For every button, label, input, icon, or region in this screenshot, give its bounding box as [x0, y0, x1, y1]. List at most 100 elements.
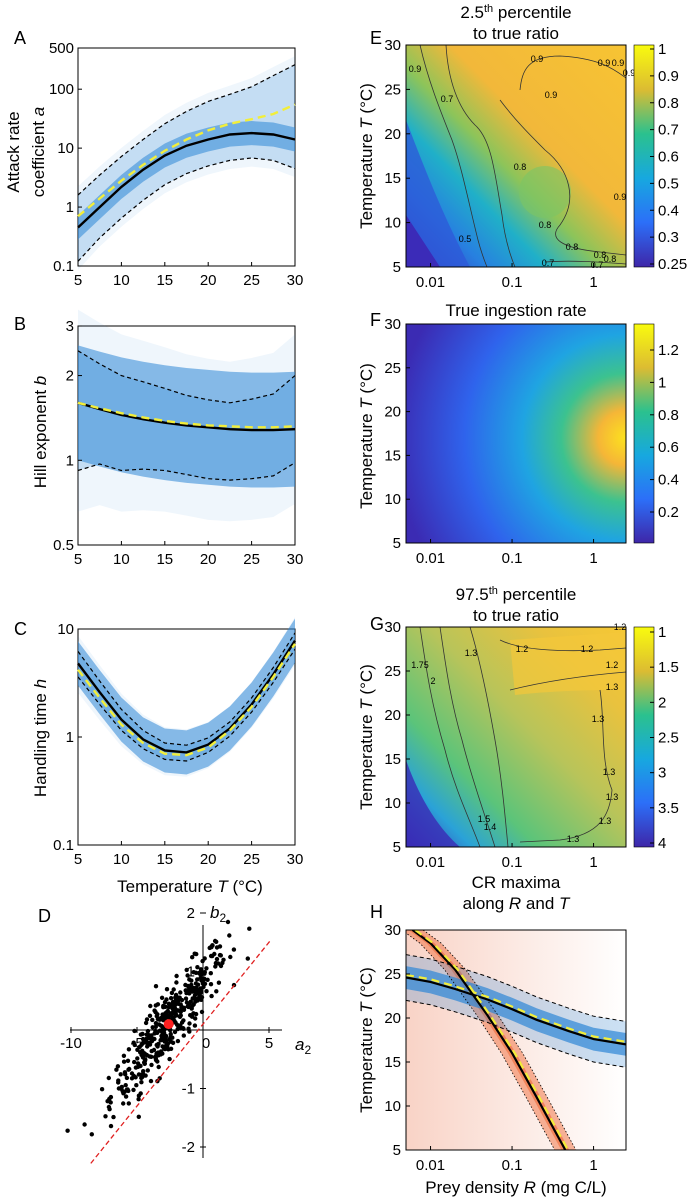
scatter-point: [200, 958, 205, 964]
x-tick-label: 25: [243, 551, 260, 568]
x-tick-label: 15: [156, 851, 173, 868]
x-tick-label: 10: [113, 272, 130, 289]
y-tick-label: 10: [384, 1098, 401, 1115]
orange-upper-ci: [422, 930, 577, 1150]
scatter-point: [227, 933, 232, 938]
y-tick-label: 15: [384, 170, 401, 187]
contour-label: 0.9: [612, 58, 625, 68]
scatter-point: [171, 987, 176, 992]
y-tick-label: 25: [384, 663, 401, 680]
y-tick-label: 0.1: [53, 258, 74, 275]
panel-f-ylabel: Temperature T (°C): [357, 363, 376, 509]
panel-e-title-line2: to true ratio: [473, 24, 559, 43]
scatter-point: [247, 926, 252, 931]
scatter-point: [153, 1056, 158, 1061]
panel-c-data: [77, 617, 297, 777]
scatter-point: [131, 1087, 136, 1093]
scatter-point: [214, 989, 219, 994]
scatter-point: [204, 966, 209, 971]
y-tick-label: 30: [384, 316, 401, 333]
scatter-point: [192, 995, 197, 1001]
scatter-point: [135, 1056, 140, 1061]
x-tick-label: -10: [60, 1035, 82, 1052]
scatter-point: [175, 1038, 181, 1044]
scatter-point: [174, 973, 179, 979]
x-tick-label: 15: [156, 272, 173, 289]
colorbar-tick-label: 3: [658, 765, 666, 782]
x-tick-label: 30: [287, 272, 304, 289]
scatter-point: [168, 1046, 174, 1052]
y-tick-label: 2: [66, 368, 74, 385]
panel-letter-f: F: [370, 310, 381, 330]
y-tick-label: 15: [384, 1054, 401, 1071]
panel-a: A Attack rate coefficient a 500 100 10 1 0.1…: [4, 28, 303, 289]
x-tick-label: 20: [200, 551, 217, 568]
panel-g-contour: [439, 626, 496, 848]
scatter-point: [123, 1083, 128, 1088]
scatter-point: [99, 1087, 105, 1092]
scatter-point: [168, 996, 174, 1001]
x-tick-label: 25: [243, 272, 260, 289]
panel-b-xticks: 5 10 15 20 25 30: [74, 541, 303, 568]
scatter-point: [106, 1075, 112, 1081]
panel-e-xticks: 0.01 0.1 1: [416, 263, 598, 291]
y-tick-label: 25: [384, 966, 401, 983]
x-tick-label: 0.01: [416, 550, 445, 567]
colorbar-tick-label: 0.4: [658, 472, 679, 489]
scatter-point: [172, 1010, 177, 1015]
scatter-point: [208, 982, 214, 987]
panel-e-lowest-region: [406, 215, 440, 267]
y-tick-label: 1: [66, 452, 74, 469]
scatter-point: [159, 1036, 164, 1042]
scatter-point: [154, 1051, 159, 1056]
scatter-point: [122, 1070, 128, 1075]
scatter-point: [126, 1101, 131, 1106]
x-tick-label: -5: [130, 1035, 143, 1052]
panel-c-xticks: 5 10 15 20 25 30: [74, 841, 303, 868]
scatter-point: [193, 1011, 199, 1017]
scatter-point: [189, 1006, 194, 1011]
scatter-point: [153, 1021, 159, 1026]
scatter-point: [220, 960, 225, 966]
scatter-point: [141, 1069, 146, 1074]
scatter-point: [82, 1122, 87, 1127]
contour-label: 1.3: [599, 816, 612, 826]
x-tick-label: 25: [243, 851, 260, 868]
scatter-point: [136, 1097, 141, 1102]
scatter-point: [193, 1016, 198, 1021]
colorbar-tick-label: 0.6: [658, 149, 679, 166]
y-tick-label: -1: [182, 1081, 195, 1098]
y-tick-label: 10: [384, 491, 401, 508]
x-tick-label: 5: [74, 551, 82, 568]
scatter-point: [140, 1036, 146, 1042]
panel-f-axes: [405, 323, 627, 544]
panel-e-yticks: 30 25 20 15 10 5: [384, 37, 410, 276]
contour-label: 1.3: [465, 648, 478, 658]
scatter-point: [148, 1078, 154, 1084]
y-tick-label: 0.5: [53, 537, 74, 554]
scatter-point: [161, 1030, 167, 1036]
contour-label: 1.5: [478, 814, 491, 824]
contour-label: 0.9: [598, 58, 611, 68]
panel-b: B Hill exponent b 3 2 1 0.5 5 10 15 20 25 30: [14, 309, 303, 568]
median-line: [77, 131, 296, 229]
contour-label: 0.9: [614, 192, 627, 202]
maxima-along-r-line: [406, 976, 626, 1046]
panel-letter-c: C: [14, 619, 27, 639]
scatter-point: [135, 1061, 141, 1066]
scatter-point: [212, 951, 217, 957]
scatter-point: [155, 1012, 160, 1017]
colorbar-tick-label: 1: [658, 624, 666, 641]
contour-label: 0.7: [542, 258, 555, 268]
scatter-point: [114, 1067, 119, 1072]
scatter-point: [168, 1031, 173, 1037]
scatter-point: [89, 1132, 95, 1137]
contour-label: 0.8: [514, 162, 527, 172]
panel-letter-e: E: [370, 28, 382, 48]
true-curve-line: [77, 643, 297, 757]
panel-g-axes: [405, 626, 627, 848]
y-tick-label: 30: [384, 37, 401, 54]
contour-label: 0.9: [531, 54, 544, 64]
y-tick-label: 10: [384, 215, 401, 232]
x-tick-label: 10: [113, 851, 130, 868]
